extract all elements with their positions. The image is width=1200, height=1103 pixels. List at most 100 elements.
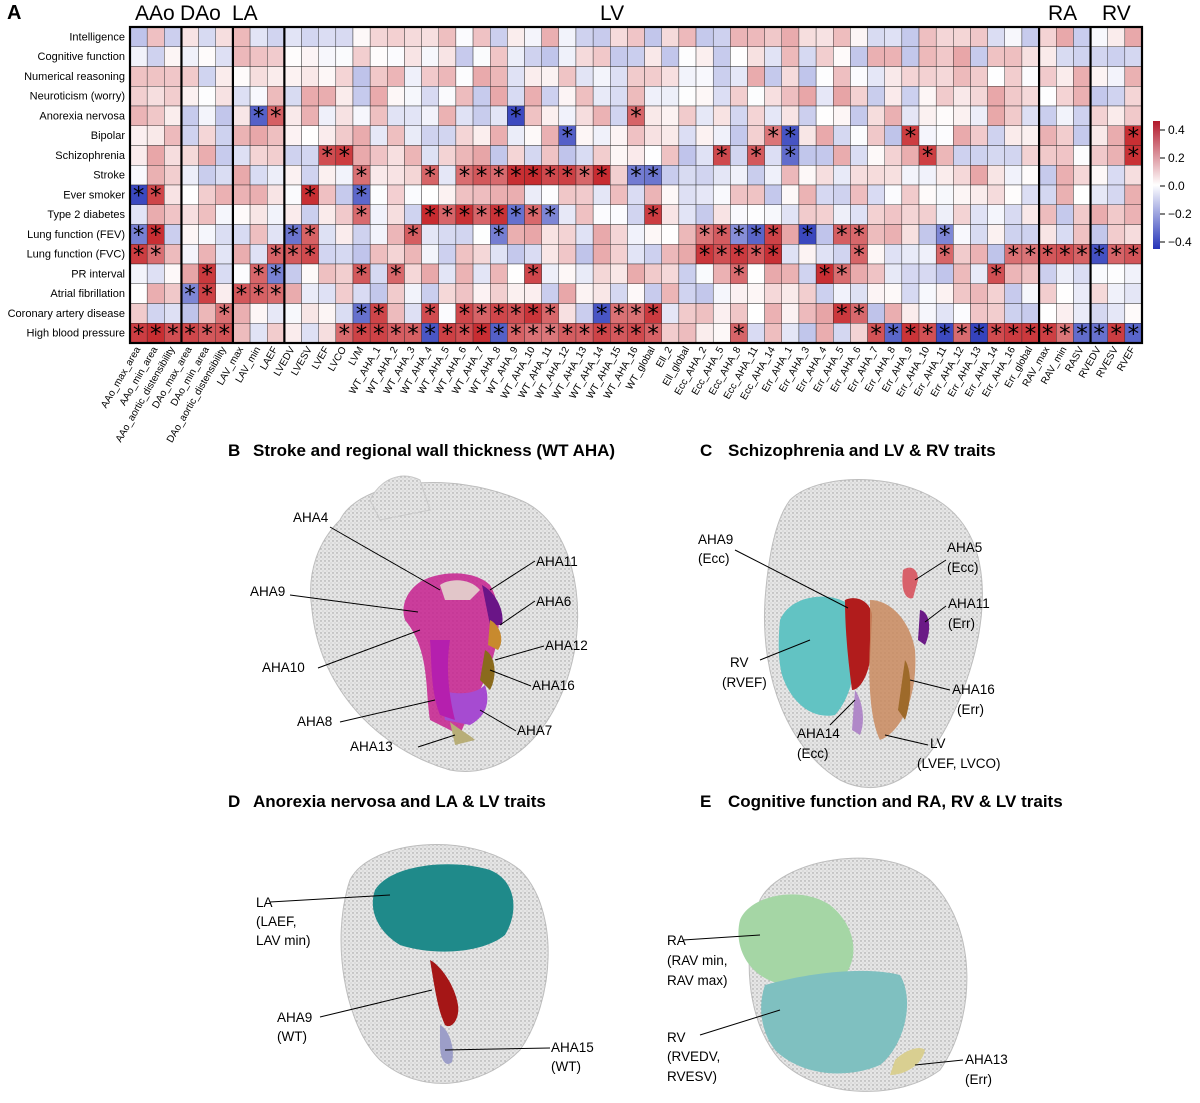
significance-star: * (510, 302, 522, 328)
annotation-leader (339, 699, 436, 723)
heatmap-cell (1038, 26, 1057, 47)
heatmap-cell (695, 86, 714, 107)
heatmap-cell (1107, 184, 1126, 205)
heatmap-cell (215, 46, 234, 67)
heatmap-cell (1090, 145, 1108, 166)
heatmap-cell (678, 125, 697, 146)
heatmap-cell (164, 165, 182, 186)
heatmap-cell (575, 224, 594, 245)
heatmap-cell (284, 165, 302, 186)
heatmap-cell (335, 204, 354, 225)
heatmap-cell (181, 66, 199, 87)
heatmap-cell (798, 46, 817, 67)
heatmap-cell (901, 165, 920, 186)
annotation-label: RV (667, 1030, 686, 1045)
heatmap-cell (558, 86, 577, 107)
row-label: Numerical reasoning (24, 71, 125, 83)
significance-star: * (750, 223, 762, 249)
heatmap-cell (695, 283, 714, 304)
heatmap-cell (318, 184, 337, 205)
heatmap-cell (970, 165, 988, 186)
significance-star: * (853, 242, 865, 268)
heatmap-cell (1056, 105, 1074, 126)
significance-star: * (510, 104, 522, 130)
heatmap-cell (935, 125, 954, 146)
significance-star: * (390, 321, 402, 347)
significance-star: * (527, 163, 539, 189)
colorbar-tick-label: −0.2 (1168, 207, 1192, 221)
heatmap-cell (421, 244, 439, 265)
significance-star: * (1076, 242, 1088, 268)
significance-star: * (133, 183, 145, 209)
annotation-label: AHA14 (797, 726, 840, 741)
significance-star: * (510, 203, 522, 229)
annotation-leader (914, 559, 947, 581)
heatmap-cell (558, 244, 577, 265)
heatmap-cell (1107, 46, 1126, 67)
heatmap-cell (146, 125, 165, 146)
heatmap-cell (438, 263, 457, 284)
heatmap-cell (1107, 224, 1126, 245)
heatmap-cell (1090, 283, 1108, 304)
heatmap-cell (387, 26, 405, 47)
heatmap-cell (610, 263, 628, 284)
heatmap-cell (627, 46, 645, 67)
heart-c (763, 479, 983, 788)
heatmap-cell (198, 26, 216, 47)
significance-star: * (819, 262, 831, 288)
heatmap-cell (1056, 46, 1074, 67)
heatmap-cell (181, 86, 199, 107)
significance-star: * (922, 144, 934, 170)
heatmap-cell (249, 145, 268, 166)
heatmap-cell (490, 105, 508, 126)
heatmap-cell (953, 46, 971, 67)
annotation-label: AHA6 (536, 594, 571, 609)
heatmap-cell (661, 244, 680, 265)
annotation-label: AHA10 (262, 660, 305, 675)
heatmap-cell (592, 204, 611, 225)
heatmap-cell (918, 244, 937, 265)
heatmap-cell (181, 263, 199, 284)
heatmap-cell (284, 204, 302, 225)
row-label: Neuroticism (worry) (30, 91, 125, 103)
heatmap-cell (901, 26, 920, 47)
heatmap-cell (1124, 184, 1143, 205)
panel-d-letter: D (228, 792, 240, 811)
heatmap-cell (815, 86, 834, 107)
heatmap-cell (369, 46, 388, 67)
heatmap-cell (918, 26, 937, 47)
heatmap-cell (935, 283, 954, 304)
heatmap-cell (438, 165, 457, 186)
heatmap-cell (850, 46, 868, 67)
heatmap-cell (507, 26, 525, 47)
heatmap-cell (369, 105, 388, 126)
heatmap-cell (249, 26, 268, 47)
annotation-label: (Ecc) (698, 551, 730, 566)
group-label-lv: LV (600, 2, 624, 25)
heatmap-cell (884, 26, 903, 47)
heatmap-cell (747, 283, 765, 304)
heatmap-cell (610, 244, 628, 265)
heatmap-cell (661, 66, 680, 87)
panel-c-letter: C (700, 441, 712, 460)
colorbar-tick-label: 0.4 (1168, 123, 1185, 137)
heatmap-cell (987, 165, 1005, 186)
heatmap-cell (198, 244, 216, 265)
heatmap-cell (798, 303, 817, 324)
heatmap-cell (918, 66, 937, 87)
significance-star: * (133, 223, 145, 249)
heatmap-cell (987, 204, 1005, 225)
annotation-label: AHA9 (698, 532, 733, 547)
row-label: Ever smoker (63, 189, 125, 201)
heatmap-cell (815, 165, 834, 186)
column-label: LVCO (326, 345, 349, 374)
heatmap-cell (678, 46, 697, 67)
significance-star: * (544, 163, 556, 189)
significance-star: * (493, 223, 505, 249)
heatmap-cell (421, 125, 439, 146)
heatmap-cell (798, 125, 817, 146)
heatmap-cell (524, 125, 542, 146)
significance-star: * (287, 242, 299, 268)
heatmap-cell (421, 263, 439, 284)
heatmap-cell (232, 184, 251, 205)
